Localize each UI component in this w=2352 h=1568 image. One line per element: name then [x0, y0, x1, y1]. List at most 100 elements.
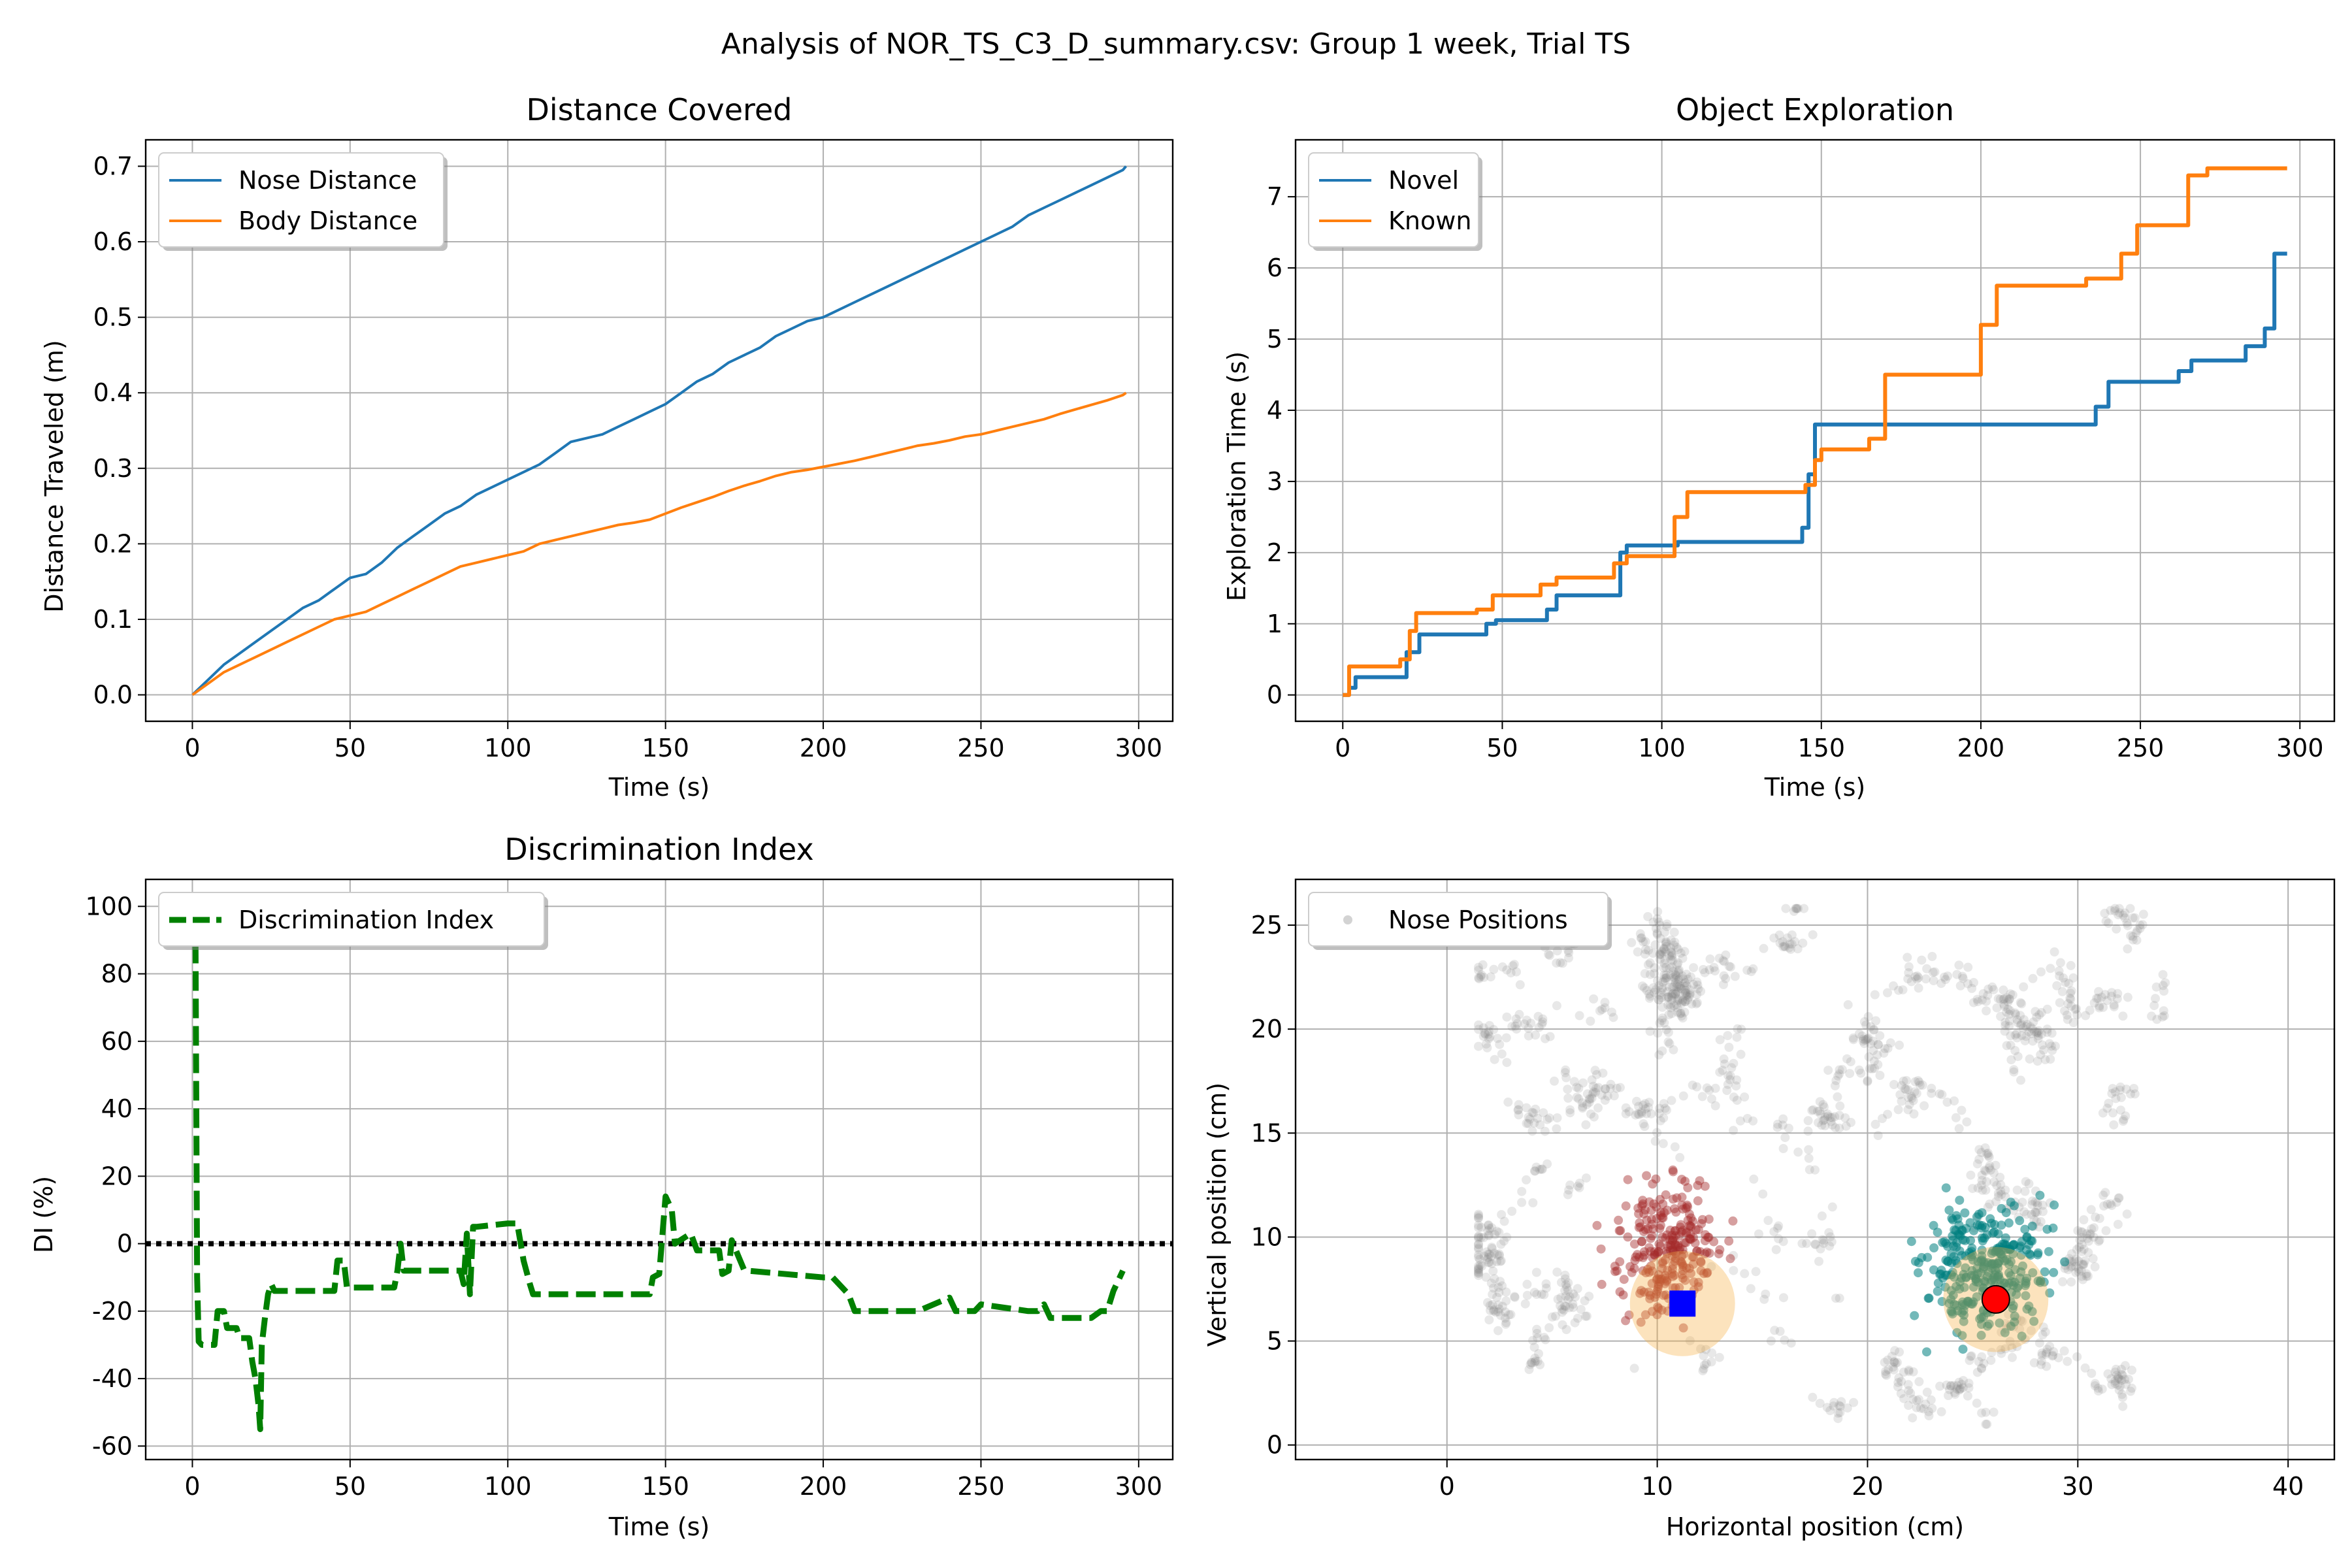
distance-ytick-label: 0.2	[93, 529, 133, 558]
nose-position-point	[1900, 1084, 1910, 1094]
nose-position-point	[1805, 1165, 1814, 1175]
nose-position-point	[2078, 1228, 2087, 1237]
nose-position-point	[2083, 1233, 2093, 1243]
nose-position-point	[1637, 933, 1646, 943]
nose-position-point	[1497, 1301, 1507, 1311]
nose-position-point	[1499, 1236, 1509, 1246]
exploration-xtick-label: 200	[1957, 734, 2005, 762]
nose-position-point	[1981, 1185, 1991, 1195]
nose-position-point	[2033, 1248, 2043, 1258]
nose-position-point	[1668, 1252, 1677, 1262]
nose-position-point	[1665, 1226, 1675, 1235]
nose-position-point	[1941, 1183, 1951, 1193]
nose-position-point	[1574, 1083, 1584, 1093]
nose-position-point	[2117, 1369, 2127, 1379]
nose-position-point	[2085, 1230, 2095, 1239]
nose-position-point	[1667, 991, 1676, 1000]
nose-position-point	[1511, 1021, 1520, 1031]
nose-position-point	[1662, 1105, 1671, 1115]
nose-position-point	[1724, 962, 1734, 971]
nose-position-point	[1646, 1109, 1656, 1119]
nose-position-point	[2021, 1177, 2031, 1186]
distance-ytick-label: 0.6	[93, 227, 133, 256]
nose-position-point	[1541, 1034, 1550, 1043]
nose-position-point	[2019, 982, 2029, 992]
nose-position-point	[1957, 1380, 1967, 1389]
nose-position-point	[2032, 1012, 2042, 1022]
nose-position-point	[2092, 994, 2102, 1004]
nose-position-point	[1648, 1253, 1658, 1262]
nose-position-point	[2093, 993, 2103, 1003]
nose-position-point	[1700, 1181, 1710, 1191]
nose-position-point	[1652, 1249, 1662, 1258]
nose-position-point	[1666, 1003, 1676, 1013]
nose-position-point	[1863, 1077, 1872, 1086]
nose-position-point	[1578, 1103, 1588, 1113]
nose-position-point	[1643, 960, 1653, 970]
nose-position-point	[1789, 906, 1799, 916]
nose-position-point	[1976, 1180, 1986, 1190]
nose-position-point	[1668, 1245, 1678, 1254]
nose-position-point	[1655, 950, 1665, 960]
nose-position-point	[1668, 1260, 1678, 1270]
nose-position-point	[1659, 1099, 1669, 1109]
nose-position-point	[1597, 1090, 1607, 1100]
nose-position-point	[1565, 1105, 1575, 1115]
nose-position-point	[1816, 1109, 1825, 1119]
nose-position-point	[2080, 1256, 2090, 1266]
nose-position-point	[1482, 1247, 1492, 1257]
nose-position-point	[1669, 940, 1679, 950]
nose-position-point	[1641, 937, 1650, 947]
nose-position-point	[1668, 1167, 1678, 1177]
nose-position-point	[2113, 1380, 2123, 1390]
nose-position-point	[1719, 1054, 1729, 1064]
nose-position-point	[1702, 1083, 1712, 1093]
nose-position-point	[1480, 1028, 1490, 1038]
known-object-marker	[1669, 1290, 1696, 1317]
nose-position-point	[1552, 1001, 1561, 1011]
nose-position-point	[1559, 1305, 1569, 1315]
nose-position-point	[1560, 1301, 1569, 1311]
nose-position-point	[1522, 1103, 1531, 1113]
nose-position-point	[2034, 1010, 2044, 1020]
nose-position-point	[1652, 930, 1662, 939]
distance-chart-xlabel: Time (s)	[608, 773, 710, 802]
discrimination-index-chart: Discrimination Index Time (s) DI (%) 0 50…	[29, 832, 1174, 1541]
exploration-ytick-label: 0	[1267, 681, 1282, 710]
nose-position-point	[1774, 1221, 1784, 1231]
nose-position-point	[1780, 942, 1790, 952]
nose-position-point	[1495, 1039, 1505, 1049]
nose-position-point	[1489, 1305, 1499, 1315]
nose-position-point	[1914, 1268, 1923, 1278]
nose-position-point	[1637, 1107, 1646, 1117]
nose-position-point	[1598, 1068, 1608, 1078]
nose-position-point	[1977, 1408, 1987, 1418]
nose-position-point	[1993, 994, 2003, 1004]
nose-position-point	[2112, 1371, 2121, 1380]
nose-position-point	[1474, 1232, 1483, 1242]
positions-grid	[1296, 879, 2334, 1460]
nose-position-point	[1954, 960, 1964, 970]
nose-position-point	[1563, 1278, 1573, 1288]
nose-position-point	[2036, 1276, 2046, 1286]
nose-position-point	[1668, 1165, 1678, 1175]
nose-position-point	[2138, 920, 2148, 930]
nose-position-point	[2063, 1356, 2072, 1366]
nose-position-point	[1786, 945, 1795, 954]
nose-position-point	[2118, 1117, 2128, 1126]
nose-position-point	[1640, 983, 1650, 993]
nose-position-point	[1667, 992, 1677, 1002]
nose-position-point	[1684, 992, 1693, 1002]
nose-position-point	[1933, 1278, 1943, 1288]
nose-position-point	[2021, 1022, 2031, 1032]
nose-position-point	[1644, 945, 1654, 955]
nose-position-point	[1655, 1103, 1665, 1113]
nose-position-point	[1635, 929, 1645, 939]
nose-position-point	[1652, 1274, 1662, 1283]
nose-position-point	[1592, 1083, 1601, 1093]
nose-position-point	[1531, 1162, 1541, 1172]
nose-position-point	[1514, 1009, 1524, 1019]
nose-position-point	[1861, 1021, 1871, 1030]
nose-position-point	[1926, 1395, 1936, 1405]
nose-position-point	[1977, 1364, 1987, 1373]
